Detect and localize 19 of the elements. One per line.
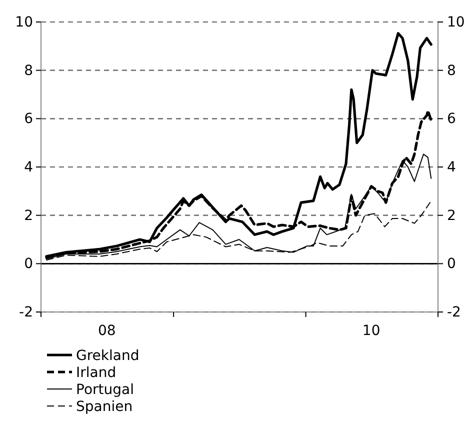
y2-tick-label: 8 bbox=[447, 62, 456, 79]
y-tick-label: 8 bbox=[24, 62, 33, 79]
y2-tick-label: -2 bbox=[447, 304, 461, 320]
x-tick-label: 08 bbox=[98, 323, 116, 339]
legend-label: Irland bbox=[76, 365, 116, 381]
y-tick-label: -2 bbox=[19, 304, 33, 320]
y-tick-label: 0 bbox=[24, 256, 33, 272]
y2-tick-label: 6 bbox=[447, 111, 456, 128]
legend-label: Grekland bbox=[76, 348, 140, 364]
y-tick-label: 10 bbox=[15, 14, 33, 30]
legend-label: Portugal bbox=[76, 382, 134, 398]
y-tick-label: 2 bbox=[24, 208, 33, 224]
y2-tick-label: 4 bbox=[447, 159, 456, 176]
y-tick-label: 4 bbox=[24, 159, 34, 176]
y-tick-label: 6 bbox=[24, 111, 34, 128]
y2-tick-label: 10 bbox=[447, 14, 465, 30]
legend-label: Spanien bbox=[76, 399, 133, 415]
y2-tick-label: 2 bbox=[447, 208, 456, 224]
y2-tick-label: 0 bbox=[447, 256, 456, 272]
